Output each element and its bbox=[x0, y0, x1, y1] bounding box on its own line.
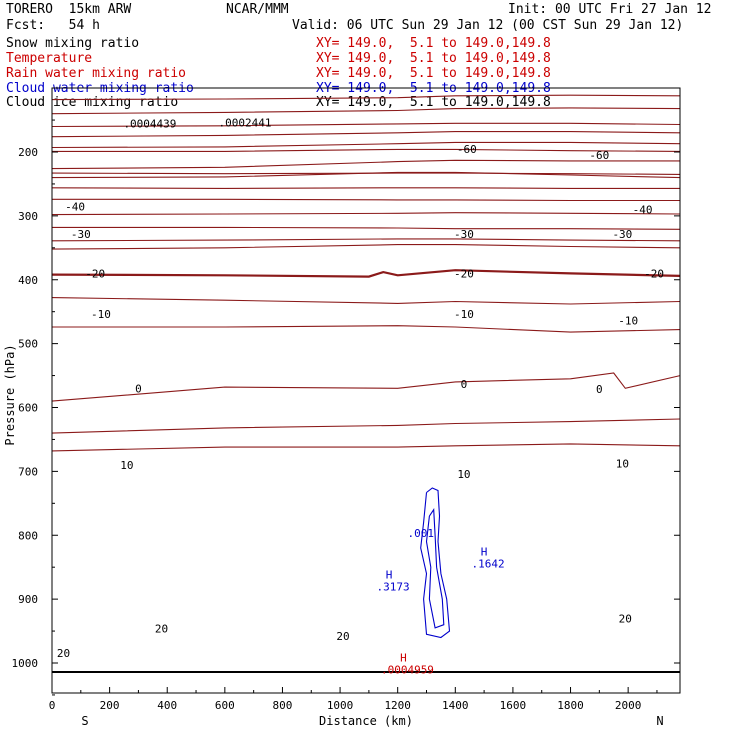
x-tick-label: 800 bbox=[273, 699, 293, 712]
temperature-contour-6 bbox=[51, 94, 681, 101]
x-tick-label: 200 bbox=[100, 699, 120, 712]
temperature-contour-4 bbox=[51, 122, 681, 128]
y-tick-label: 200 bbox=[18, 146, 38, 159]
contour-label: -20 bbox=[454, 267, 474, 280]
extremum-value: .001 bbox=[407, 527, 434, 540]
extremum-high-marker: H bbox=[400, 652, 407, 665]
contour-label: 20 bbox=[619, 612, 632, 625]
temperature-contour-15 bbox=[51, 269, 681, 278]
contour-label: 0 bbox=[461, 378, 468, 391]
y-tick-label: 500 bbox=[18, 338, 38, 351]
contour-label: -60 bbox=[589, 149, 609, 162]
extremum-value: .3173 bbox=[376, 581, 409, 594]
center-label: NCAR/MMM bbox=[226, 2, 289, 17]
contour-label: -30 bbox=[454, 228, 474, 241]
x-axis-left-end: S bbox=[81, 714, 88, 728]
contour-label: 0 bbox=[596, 383, 603, 396]
temperature-contour-0 bbox=[51, 171, 681, 179]
x-axis-label: Distance (km) bbox=[319, 714, 413, 728]
temperature-contour-3 bbox=[51, 131, 681, 138]
contour-labels: -60 -60-40 -40-30 -30 -30-20 -20 -20-10 -10 -100… bbox=[57, 143, 664, 660]
x-tick-label: 1400 bbox=[442, 699, 469, 712]
temperature-contour-1 bbox=[51, 159, 680, 170]
contour-label: 0 bbox=[135, 382, 142, 395]
plot-frame bbox=[51, 87, 681, 694]
x-tick-label: 600 bbox=[215, 699, 235, 712]
legend-rain-xy: XY= 149.0, 5.1 to 149.0,149.8 bbox=[316, 66, 551, 81]
y-tick-label: 900 bbox=[18, 593, 38, 606]
extrema-labels: H.3173H.1642H.0004959.001.0004439.000244… bbox=[123, 116, 504, 676]
temperature-contour-5 bbox=[51, 107, 681, 115]
legend-temperature-name: Temperature bbox=[6, 51, 93, 66]
contour-label: 10 bbox=[457, 468, 470, 481]
extremum-value: .1642 bbox=[472, 558, 505, 571]
model-title: TORERO 15km ARW bbox=[6, 2, 132, 17]
forecast-hour: Fcst: 54 h bbox=[6, 18, 100, 33]
temperature-contour-8 bbox=[51, 172, 681, 175]
temperature-contour-11 bbox=[51, 212, 681, 216]
temperature-contour-2 bbox=[51, 141, 681, 149]
contour-label: -40 bbox=[633, 203, 653, 216]
legend-cloud-ice-xy: XY= 149.0, 5.1 to 149.0,149.8 bbox=[316, 95, 551, 110]
cloud-water-contours bbox=[420, 487, 451, 639]
contour-label: -10 bbox=[618, 315, 638, 328]
x-tick-label: 1200 bbox=[384, 699, 411, 712]
temperature-contour-14 bbox=[51, 244, 681, 250]
contour-label: -40 bbox=[65, 200, 85, 213]
contour-label: -20 bbox=[85, 267, 105, 280]
temperature-contours bbox=[51, 94, 681, 452]
y-tick-label: 600 bbox=[18, 402, 38, 415]
legend-snow-xy: XY= 149.0, 5.1 to 149.0,149.8 bbox=[316, 36, 551, 51]
valid-time: Valid: 06 UTC Sun 29 Jan 12 (00 CST Sun … bbox=[292, 18, 684, 33]
cloud-water-contour-0 bbox=[420, 487, 451, 639]
extremum-high-marker: H bbox=[481, 546, 488, 559]
legend-snow-name: Snow mixing ratio bbox=[6, 36, 140, 51]
cloud-water-contour-1 bbox=[425, 508, 445, 629]
temperature-contour-7 bbox=[52, 148, 681, 152]
contour-label: 20 bbox=[336, 630, 349, 643]
y-tick-label: 1000 bbox=[12, 657, 39, 670]
temperature-contour-9 bbox=[51, 187, 680, 189]
axis-ticks: 0 200 400 600 800 1000 1200 1400 1600 1800 2000200… bbox=[12, 119, 680, 712]
y-axis-label: Pressure (hPa) bbox=[3, 344, 17, 445]
extremum-value: .0004439 bbox=[123, 118, 176, 131]
extremum-high-marker: H bbox=[386, 569, 393, 582]
x-axis-right-end: N bbox=[656, 714, 663, 728]
temperature-contour-17 bbox=[52, 325, 681, 333]
contour-label: 20 bbox=[57, 647, 70, 660]
extremum-value: .0002441 bbox=[219, 116, 272, 129]
init-time: Init: 00 UTC Fri 27 Jan 12 bbox=[508, 2, 712, 17]
contour-label: -30 bbox=[71, 228, 91, 241]
contour-label: 20 bbox=[155, 623, 168, 636]
extremum-value: .0004959 bbox=[381, 664, 434, 677]
temperature-contour-18 bbox=[51, 372, 681, 402]
contour-label: -20 bbox=[644, 267, 664, 280]
x-tick-label: 1800 bbox=[557, 699, 584, 712]
contour-label: 10 bbox=[120, 459, 133, 472]
y-tick-label: 400 bbox=[18, 274, 38, 287]
temperature-contour-19 bbox=[51, 418, 681, 434]
x-tick-label: 1000 bbox=[327, 699, 354, 712]
temperature-contour-10 bbox=[52, 198, 680, 202]
x-tick-label: 400 bbox=[157, 699, 177, 712]
temperature-contour-20 bbox=[51, 443, 681, 452]
contour-label: -10 bbox=[454, 308, 474, 321]
temperature-contour-12 bbox=[52, 226, 681, 230]
x-tick-label: 1600 bbox=[500, 699, 527, 712]
contour-label: -60 bbox=[457, 143, 477, 156]
y-tick-label: 700 bbox=[18, 465, 38, 478]
temperature-contour-13 bbox=[51, 238, 681, 242]
y-tick-label: 800 bbox=[18, 529, 38, 542]
contour-label: -30 bbox=[612, 228, 632, 241]
x-tick-label: 2000 bbox=[615, 699, 642, 712]
x-tick-label: 0 bbox=[49, 699, 56, 712]
contour-label: 10 bbox=[616, 458, 629, 471]
y-tick-label: 300 bbox=[18, 210, 38, 223]
temperature-contour-16 bbox=[51, 297, 681, 305]
contour-label: -10 bbox=[91, 308, 111, 321]
legend-temperature-xy: XY= 149.0, 5.1 to 149.0,149.8 bbox=[316, 51, 551, 66]
legend-rain-name: Rain water mixing ratio bbox=[6, 66, 187, 81]
